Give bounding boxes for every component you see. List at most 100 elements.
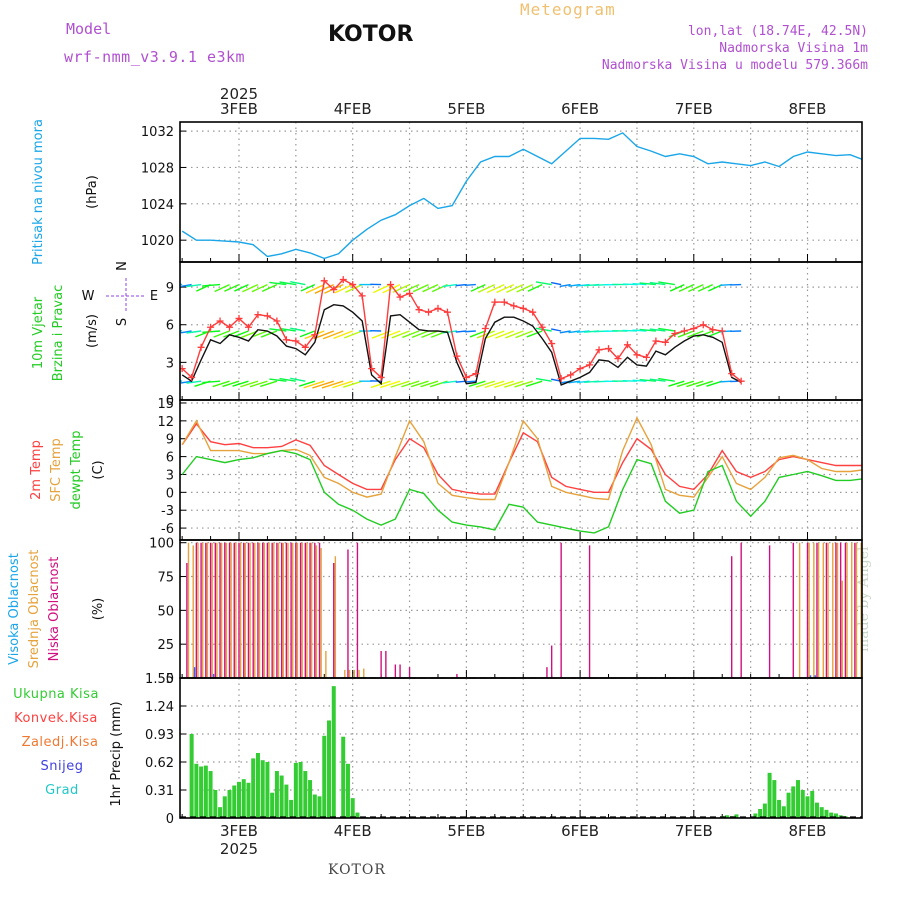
wind-vector <box>240 380 259 388</box>
gust-marker <box>311 331 319 339</box>
y-tick-label: 1024 <box>141 198 174 213</box>
wind-vector <box>250 330 268 338</box>
wind-vector <box>260 330 278 338</box>
wind-vector <box>527 283 543 292</box>
panel-precip: 0 0.31 0.62 0.93 1.24 1.55 1hr Precip (mm) Ukup… <box>13 672 863 827</box>
wind-vector <box>214 283 230 293</box>
wind-vector <box>658 377 675 382</box>
wind-vector <box>0 0 751 331</box>
wind-vector <box>475 380 496 388</box>
wind-vector <box>420 380 439 388</box>
wind-vector <box>535 281 552 286</box>
precip-bar <box>814 802 819 818</box>
wind-vector <box>300 283 316 292</box>
gust-marker <box>671 330 679 338</box>
gust-marker <box>254 311 262 319</box>
wind-vector <box>464 380 476 383</box>
gust-marker <box>453 352 461 360</box>
precip-bar <box>298 762 303 818</box>
gust-marker <box>207 323 215 331</box>
date-label-bottom: 4FEB <box>334 822 372 840</box>
wind-vector <box>186 380 202 384</box>
wind-vector <box>0 0 883 381</box>
precip-legend-item: Konvek.Kisa <box>14 711 98 726</box>
wind-vector <box>568 330 581 334</box>
y-tick-label: 1032 <box>141 125 174 140</box>
gust-marker <box>491 298 499 306</box>
date-label-top: 8FEB <box>789 100 827 118</box>
y-tick-label: 0 <box>166 486 174 501</box>
precip-bar <box>251 758 256 818</box>
panel-title-mid-cloud: Srednja Oblacnost <box>27 550 42 669</box>
lonlat-label: lon,lat (18.74E, 42.5N) <box>687 24 868 39</box>
precip-bar <box>753 813 758 818</box>
wind-vector <box>371 330 391 339</box>
y-tick-label: -3 <box>161 504 174 519</box>
precip-bar <box>350 798 355 818</box>
panel-ylabel-temp: (C) <box>91 460 106 479</box>
gust-marker <box>273 317 281 325</box>
wind-vector <box>0 0 779 331</box>
gust-marker <box>699 321 707 329</box>
wind-vector <box>186 283 202 288</box>
wind-vector <box>639 378 656 382</box>
wind-vector <box>477 283 496 293</box>
y-tick-label: 1.55 <box>145 672 174 687</box>
precip-bar <box>208 771 213 818</box>
gust-marker <box>320 277 328 285</box>
wind-vector <box>391 330 410 339</box>
gust-marker <box>642 353 650 361</box>
compass-north: N <box>115 261 130 271</box>
wind-vector <box>0 0 874 285</box>
wind-vector <box>696 380 713 388</box>
wind-vector <box>305 283 325 294</box>
wind-vector <box>344 330 363 339</box>
wind-vector <box>279 327 296 332</box>
wind-vector <box>622 379 637 382</box>
precip-bar <box>786 792 791 818</box>
gust-marker <box>235 314 243 322</box>
precip-bar <box>274 771 279 818</box>
precip-bar <box>767 772 772 818</box>
precip-legend-item: Zaledj.Kisa <box>22 735 99 750</box>
wind-vector <box>484 380 505 389</box>
gust-marker <box>434 304 442 312</box>
precip-bar <box>819 807 824 818</box>
wind-vector <box>649 378 666 382</box>
wind-vector <box>0 0 900 331</box>
wind-vector <box>421 330 439 338</box>
gust-marker <box>481 324 489 332</box>
wind-vector <box>0 0 864 285</box>
gust-marker <box>737 377 745 385</box>
precip-bar <box>327 720 332 818</box>
wind-vector <box>0 0 789 285</box>
plot-area-cloud <box>186 542 862 678</box>
precip-bar <box>270 792 275 818</box>
wind-vector <box>0 0 817 331</box>
gust-marker <box>605 345 613 353</box>
gust-marker <box>661 338 669 346</box>
wind-vector <box>223 330 240 338</box>
date-label-bottom: 3FEB <box>220 822 258 840</box>
precip-bar <box>317 796 322 818</box>
y-tick-label: 6 <box>166 319 174 334</box>
wind-vector <box>632 379 647 382</box>
gust-marker <box>538 323 546 331</box>
gust-marker <box>567 371 575 379</box>
gust-marker <box>548 340 556 348</box>
wind-vector <box>180 330 192 334</box>
date-label-top: 4FEB <box>334 100 372 118</box>
series-line-dewpt-temp <box>181 449 862 534</box>
wind-vector <box>504 380 524 388</box>
precip-bar <box>796 780 801 818</box>
y-tick-label: 1028 <box>141 161 174 176</box>
gust-marker <box>415 306 423 314</box>
gust-marker <box>557 375 565 383</box>
wind-vector <box>322 330 344 340</box>
gust-marker <box>216 317 224 325</box>
wind-vector <box>568 380 581 384</box>
wind-vector <box>279 377 296 382</box>
wind-vector <box>476 330 496 339</box>
gust-marker <box>292 337 300 345</box>
